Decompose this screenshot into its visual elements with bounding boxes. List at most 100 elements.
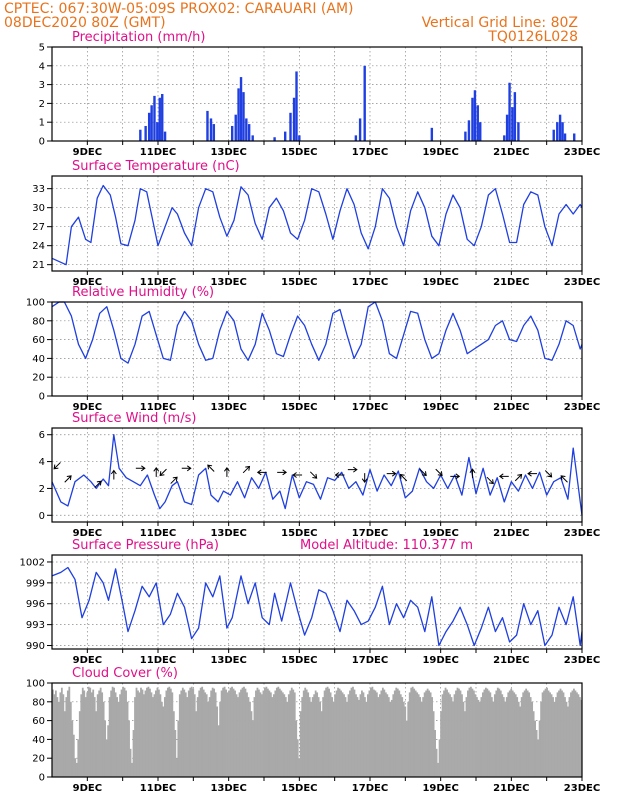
- wind-direction-arrow: [498, 473, 509, 480]
- cloud-cover-bar: [441, 694, 444, 777]
- cloud-cover-bar: [299, 711, 302, 777]
- x-tick-label: 19DEC: [422, 528, 458, 539]
- cloud-cover-bar: [202, 689, 205, 777]
- y-tick-label: 33: [32, 184, 45, 195]
- wind-direction-arrow: [361, 473, 368, 484]
- wind-direction-arrow: [514, 473, 523, 482]
- x-tick-label: 23DEC: [564, 783, 600, 794]
- cloud-cover-bar: [150, 692, 153, 777]
- precipitation-bar: [247, 124, 251, 141]
- cloud-cover-bar: [137, 690, 139, 777]
- x-tick-label: 15DEC: [281, 528, 317, 539]
- cloud-cover-bar: [414, 690, 417, 777]
- cloud-cover-bar: [355, 694, 357, 777]
- cloud-cover-bar: [462, 701, 465, 777]
- cloud-cover-bar: [338, 688, 341, 777]
- cloud-cover-bar: [63, 711, 66, 777]
- precipitation-bar: [473, 90, 477, 141]
- y-tick-label: 20: [32, 754, 45, 765]
- cloud-cover-bar: [508, 690, 511, 777]
- cloud-cover-bar: [111, 686, 114, 777]
- cloud-cover-bar: [72, 734, 75, 777]
- cloud-cover-bar: [377, 697, 380, 777]
- wind-direction-arrow: [53, 462, 61, 470]
- temperature-panel: Surface Temperature (nC) 21 24 27 30 33 9DEC 11…: [32, 159, 600, 288]
- precipitation-bar: [237, 88, 240, 141]
- cloud-cover-bar: [380, 690, 383, 777]
- x-tick-label: 19DEC: [422, 277, 458, 288]
- cloud-cover-bar: [217, 725, 220, 777]
- cloud-cover-bar: [325, 687, 328, 777]
- cloud-cover-bar: [467, 690, 469, 777]
- cloud-cover-bar: [138, 692, 141, 777]
- precipitation-bar: [476, 105, 479, 141]
- cloud-cover-bar: [368, 690, 371, 777]
- x-tick-label: 17DEC: [352, 147, 388, 158]
- cloud-cover-bar: [266, 688, 269, 777]
- cloud-cover-bar: [519, 706, 522, 777]
- cloud-cover-bar: [464, 711, 466, 777]
- y-tick-label: 1: [39, 118, 45, 129]
- cloud-cover-bar: [346, 701, 348, 777]
- wind-direction-arrow: [544, 470, 553, 478]
- pressure-frame: [51, 554, 583, 650]
- y-tick-label: 3: [39, 80, 45, 91]
- cloud-cover-bar: [62, 694, 65, 777]
- cloud-cover-bar: [328, 688, 330, 777]
- cloud-cover-bar: [520, 697, 523, 777]
- cloud-cover-bar: [81, 687, 84, 777]
- cloud-cover-bar: [538, 720, 541, 777]
- y-tick-label: 993: [26, 620, 45, 631]
- x-tick-label: 17DEC: [352, 783, 388, 794]
- cloud-cover-bar: [505, 697, 508, 777]
- pressure-line: [51, 566, 583, 647]
- cloud-cover-bar: [158, 689, 160, 777]
- pressure-title: Surface Pressure (hPa): [72, 538, 219, 553]
- cloud-cover-bar: [308, 697, 311, 777]
- cloud-cover-bar: [277, 686, 280, 777]
- cloud-cover-bar: [208, 697, 211, 777]
- cloud-cover-bar: [114, 692, 117, 777]
- cloud-cover-bar: [371, 686, 374, 777]
- cloud-cover-bar: [80, 694, 83, 777]
- cloud-cover-bar: [410, 687, 413, 777]
- wind-panel: Surface Wind (m/s) 0 2 4 6 9DEC 11DEC 13DEC 15DE…: [39, 411, 601, 539]
- wind-direction-arrow: [450, 473, 461, 480]
- cloud-cover-bar: [232, 688, 235, 777]
- cloud-cover-bar: [272, 694, 275, 777]
- precipitation-bar: [245, 118, 248, 141]
- x-tick-label: 23DEC: [564, 655, 600, 666]
- precipitation-bar: [503, 135, 506, 141]
- precipitation-bar: [273, 137, 276, 141]
- precipitation-bar: [558, 114, 562, 141]
- y-tick-label: 2: [39, 99, 45, 110]
- cloud-cover-bar: [356, 697, 359, 777]
- x-tick-label: 15DEC: [281, 655, 317, 666]
- cloud-cover-bar: [419, 697, 422, 777]
- cloud-cover-bar: [211, 687, 214, 777]
- precipitation-bar: [251, 135, 254, 141]
- cloud-cover-bar: [84, 697, 87, 777]
- precipitation-bar: [505, 114, 509, 141]
- precipitation-bar: [284, 131, 287, 141]
- cloud-cover-bar: [149, 688, 151, 777]
- cloud-cover-bar: [398, 690, 401, 777]
- precipitation-bar: [513, 92, 517, 141]
- wind-direction-arrow: [486, 476, 494, 485]
- cloud-cover-bar: [529, 697, 532, 777]
- cloud-cover-bar: [425, 690, 428, 777]
- cloud-cover-bar: [341, 692, 344, 777]
- y-tick-label: 100: [26, 298, 45, 309]
- cloud-cover-bar: [358, 699, 360, 777]
- cloud-cover-bar: [256, 687, 259, 777]
- precipitation-bar: [289, 112, 292, 141]
- cloud-cover-bar: [120, 689, 123, 777]
- cloud-cover-bar: [174, 730, 177, 777]
- cloud-cover-bar: [271, 697, 274, 777]
- cloud-cover-bar: [473, 690, 475, 777]
- cloud-cover-bar: [293, 692, 296, 777]
- cloud-cover-bar: [184, 692, 187, 777]
- cloud-cover-bar: [105, 739, 108, 777]
- cloud-cover-bar: [365, 701, 368, 777]
- cloud-cover-bar: [350, 687, 353, 777]
